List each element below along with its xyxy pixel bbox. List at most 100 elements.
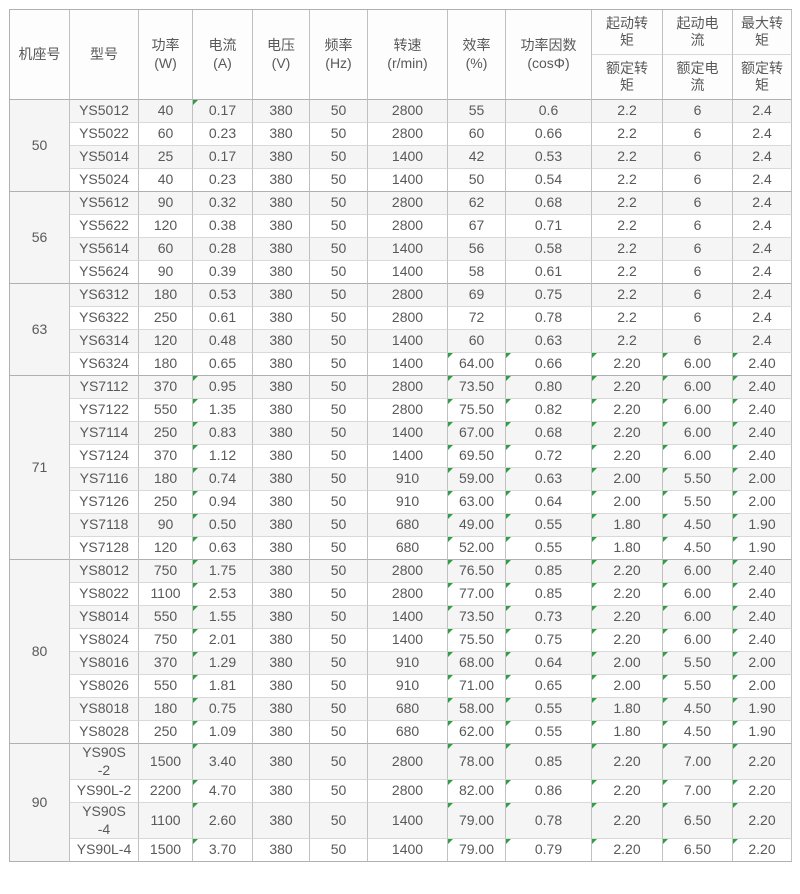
value-text: 5.50 <box>683 493 712 510</box>
value-text: 79.00 <box>458 841 495 858</box>
value-cell: 380 <box>253 261 310 284</box>
value-text: 2.40 <box>748 562 776 579</box>
value-cell: 2.20 <box>592 353 663 376</box>
value-text: 380 <box>269 125 293 142</box>
value-cell: 0.53 <box>506 146 592 169</box>
cell-flag-icon <box>663 514 668 519</box>
value-text: 0.38 <box>208 217 237 234</box>
value-cell: 50 <box>310 353 368 376</box>
value-text: 2.20 <box>613 841 641 858</box>
value-cell: 67 <box>448 215 506 238</box>
value-cell: 50 <box>310 744 368 780</box>
cell-flag-icon <box>448 468 453 473</box>
value-text: 2.20 <box>613 811 641 828</box>
value-cell: 0.54 <box>506 169 592 192</box>
model-text: YS8014 <box>79 608 129 625</box>
value-cell: 1.90 <box>733 698 792 721</box>
model-cell: YS8026 <box>70 675 139 698</box>
value-cell: 50 <box>310 514 368 537</box>
value-text: 2.40 <box>748 631 776 648</box>
value-cell: 0.86 <box>506 780 592 803</box>
value-cell: 2.2 <box>592 123 663 146</box>
value-cell: 7.00 <box>663 744 733 780</box>
value-cell: 0.72 <box>506 445 592 468</box>
value-cell: 60 <box>139 238 193 261</box>
value-cell: 2.2 <box>592 261 663 284</box>
value-cell: 2.00 <box>592 675 663 698</box>
value-text: 910 <box>395 493 420 510</box>
cell-flag-icon <box>506 376 511 381</box>
value-text: 40 <box>157 102 174 119</box>
value-cell: 380 <box>253 468 310 491</box>
value-text: 380 <box>269 752 293 769</box>
value-text: 180 <box>153 470 178 487</box>
value-text: 4.50 <box>683 700 712 717</box>
value-cell: 50 <box>310 780 368 803</box>
value-cell: 2800 <box>368 100 448 123</box>
value-text: 2.00 <box>613 493 641 510</box>
value-text: 0.65 <box>208 355 237 372</box>
value-cell: 50 <box>310 629 368 652</box>
value-cell: 380 <box>253 445 310 468</box>
value-cell: 380 <box>253 537 310 560</box>
value-text: 2.4 <box>752 194 772 211</box>
value-text: 52.00 <box>458 539 495 556</box>
cell-flag-icon <box>663 491 668 496</box>
cell-flag-icon <box>663 803 668 808</box>
value-text: 1500 <box>149 841 182 858</box>
value-text: 2800 <box>391 102 424 119</box>
value-cell: 380 <box>253 803 310 839</box>
value-text: 6.00 <box>683 355 712 372</box>
value-cell: 2800 <box>368 123 448 146</box>
cell-flag-icon <box>733 803 738 808</box>
value-cell: 0.75 <box>506 629 592 652</box>
value-text: 550 <box>153 608 178 625</box>
value-text: 82.00 <box>458 782 495 799</box>
model-text: YS5622 <box>79 217 129 234</box>
value-cell: 4.50 <box>663 514 733 537</box>
value-cell: 50 <box>310 169 368 192</box>
value-text: 0.6 <box>538 102 559 119</box>
value-cell: 6 <box>663 100 733 123</box>
model-text: YS90L-2 <box>76 782 132 799</box>
model-text: YS5022 <box>79 125 129 142</box>
value-text: 1.90 <box>748 539 776 556</box>
value-text: 1.90 <box>748 516 776 533</box>
cell-flag-icon <box>448 675 453 680</box>
value-cell: 0.95 <box>193 376 253 399</box>
value-cell: 380 <box>253 330 310 353</box>
value-cell: 0.6 <box>506 100 592 123</box>
value-cell: 7.00 <box>663 780 733 803</box>
cell-flag-icon <box>663 839 668 844</box>
value-text: 79.00 <box>458 811 495 828</box>
value-text: 2.20 <box>613 782 641 799</box>
cell-flag-icon <box>193 721 198 726</box>
cell-flag-icon <box>733 353 738 358</box>
table-row: YS8028 250 1.09 380 50 680 62.00 0.55 1.80 4.50 1.… <box>10 721 792 744</box>
value-text: 50 <box>330 723 347 740</box>
value-text: 2.20 <box>748 782 776 799</box>
value-cell: 6 <box>663 238 733 261</box>
value-text: 2.20 <box>748 841 776 858</box>
value-cell: 6.00 <box>663 445 733 468</box>
value-text: 120 <box>153 332 178 349</box>
value-cell: 910 <box>368 652 448 675</box>
value-cell: 2.40 <box>733 583 792 606</box>
col-header-current: 电流 (A) <box>193 10 253 100</box>
page: 机座号 型号 功率 (W) 电流 (A) 电压 (V) 频率 (Hz) 转速 (r/min… <box>9 9 792 862</box>
value-text: 2800 <box>391 378 424 395</box>
cell-flag-icon <box>733 583 738 588</box>
model-text: YS7124 <box>79 447 129 464</box>
value-cell: 6.00 <box>663 376 733 399</box>
value-cell: 2.20 <box>733 803 792 839</box>
value-cell: 2.2 <box>592 100 663 123</box>
value-cell: 2.20 <box>733 839 792 862</box>
value-text: 4.50 <box>683 723 712 740</box>
value-cell: 680 <box>368 514 448 537</box>
value-text: 0.17 <box>208 102 237 119</box>
value-cell: 3.40 <box>193 744 253 780</box>
table-row: YS6314 120 0.48 380 50 1400 60 0.63 2.2 6 2.4 <box>10 330 792 353</box>
value-cell: 6.00 <box>663 399 733 422</box>
value-text: 3.70 <box>208 841 237 858</box>
cell-flag-icon <box>448 422 453 427</box>
